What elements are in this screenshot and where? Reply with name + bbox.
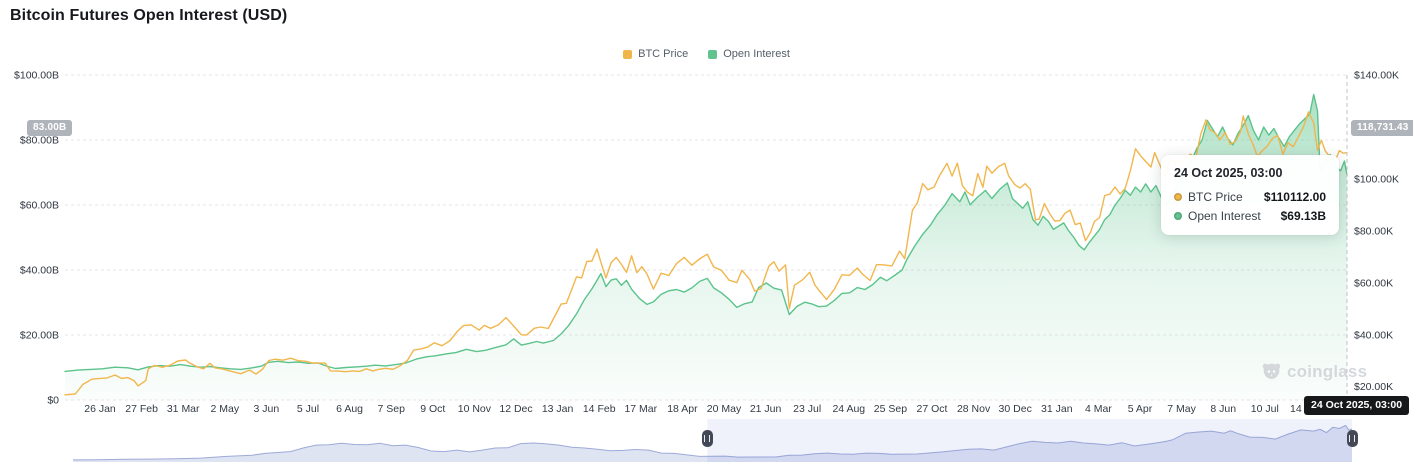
x-axis-tick-label: 26 Jan [84,403,116,415]
x-axis-tick-label: 2 May [211,403,240,415]
x-axis-tick-label: 17 Mar [624,403,657,415]
right-axis-value-badge: 118,731.43 [1351,120,1413,136]
left-y-axis: $100.00B $80.00B $60.00B $40.00B $20.00B $0 [14,70,59,407]
x-axis-tick-label: 8 Jun [1210,403,1236,415]
y-axis-tick-label: $60.00B [20,200,59,212]
open-interest-dot-icon [1174,212,1182,220]
x-axis-tick-label: 24 Aug [832,403,865,415]
open-interest-swatch-icon [708,49,718,59]
legend-item-btc-price[interactable]: BTC Price [623,48,688,60]
x-axis-tick-label: 12 Dec [499,403,532,415]
navigator-handle-left[interactable] [701,430,713,447]
tooltip: 24 Oct 2025, 03:00 BTC Price $110112.00 … [1161,155,1339,235]
x-axis-tick-label: 27 Feb [125,403,158,415]
y-axis-tick-label: $100.00K [1354,173,1399,185]
x-axis-tick-label: 10 Nov [458,403,492,415]
x-axis-tick-label: 3 Jun [254,403,280,415]
y-axis-tick-label: $40.00B [20,265,59,277]
x-axis-tick-label: 18 Apr [667,403,698,415]
chart-legend: BTC Price Open Interest [0,48,1413,60]
y-axis-tick-label: $40.00K [1354,329,1393,341]
x-axis-tick-label: 13 Jan [542,403,574,415]
x-axis-tick-label: 31 Mar [167,403,200,415]
x-axis-tick-label: 7 May [1167,403,1196,415]
y-axis-tick-label: $100.00B [14,70,59,82]
x-axis-tick-label: 9 Oct [420,403,445,415]
x-axis-tick-label: 14 Feb [583,403,616,415]
tooltip-date: 24 Oct 2025, 03:00 [1174,166,1283,180]
x-axis-tick-label: 28 Nov [957,403,991,415]
y-axis-tick-label: $140.00K [1354,70,1399,82]
x-axis: 26 Jan 27 Feb 31 Mar 2 May 3 Jun 5 Jul 6 Aug 7 … [84,403,1365,415]
tooltip-row-label: Open Interest [1188,209,1261,223]
x-axis-tick-label: 5 Apr [1128,403,1153,415]
right-y-axis: $140.00K $100.00K $80.00K $60.00K $40.00K $20… [1354,70,1399,407]
crosshair-date-badge: 24 Oct 2025, 03:00 [1304,396,1410,415]
y-axis-tick-label: $20.00B [20,330,59,342]
legend-label: Open Interest [723,48,790,60]
y-axis-tick-label: $0 [47,395,59,407]
y-axis-tick-label: $80.00B [20,135,59,147]
tooltip-row-value: $69.13B [1280,209,1326,223]
x-axis-tick-label: 27 Oct [917,403,948,415]
x-axis-tick-label: 20 May [707,403,742,415]
x-axis-tick-label: 7 Sep [377,403,405,415]
btc-price-swatch-icon [623,49,633,59]
legend-label: BTC Price [638,48,689,60]
navigator-area [73,425,1352,462]
left-axis-value-badge: 83.00B [27,120,73,136]
open-interest-area [65,94,1347,400]
x-axis-tick-label: 25 Sep [874,403,907,415]
tooltip-row-btc-price: BTC Price $110112.00 [1174,190,1326,204]
legend-item-open-interest[interactable]: Open Interest [708,48,790,60]
x-axis-tick-label: 6 Aug [336,403,363,415]
x-axis-tick-label: 21 Jun [750,403,782,415]
x-axis-tick-label: 23 Jul [793,403,821,415]
x-axis-tick-label: 10 Jul [1251,403,1279,415]
y-axis-tick-label: $80.00K [1354,225,1393,237]
tooltip-row-open-interest: Open Interest $69.13B [1174,209,1326,223]
page-title: Bitcoin Futures Open Interest (USD) [10,7,288,24]
navigator-handle-right[interactable] [1346,430,1358,447]
btc-price-dot-icon [1174,193,1182,201]
tooltip-row-label: BTC Price [1188,190,1243,204]
x-axis-tick-label: 4 Mar [1085,403,1112,415]
navigator-chart[interactable] [72,419,1353,462]
navigator-selected-range[interactable] [707,419,1352,462]
x-axis-tick-label: 30 Dec [999,403,1032,415]
open-interest-line [64,93,1348,373]
x-axis-tick-label: 5 Jul [297,403,319,415]
y-axis-tick-label: $20.00K [1354,381,1393,393]
x-axis-tick-label: 31 Jan [1041,403,1073,415]
navigator-line [72,424,1353,461]
y-axis-tick-label: $60.00K [1354,277,1393,289]
tooltip-row-value: $110112.00 [1263,190,1326,204]
